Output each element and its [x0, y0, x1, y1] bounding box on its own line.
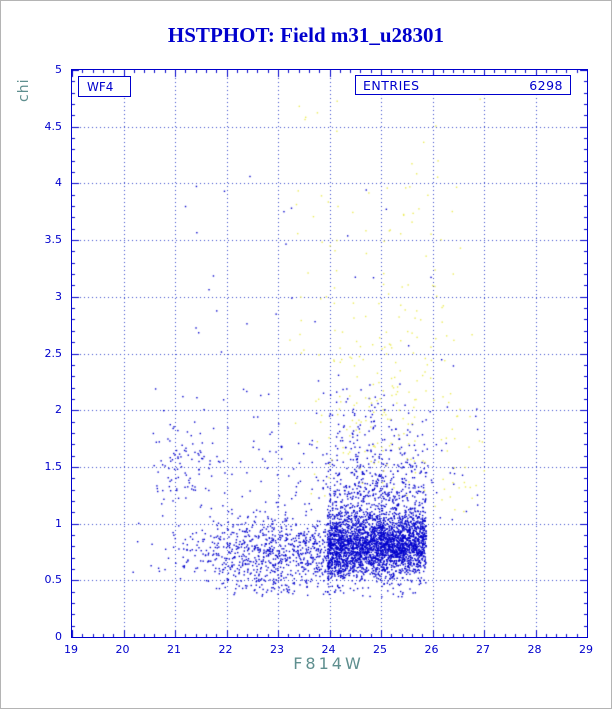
y-tick-label: 4	[55, 176, 62, 190]
y-axis-label: chi	[16, 78, 32, 102]
panel-label-box: WF4	[78, 76, 131, 97]
y-tick-label: 1	[55, 516, 62, 530]
x-tick-label: 28	[527, 643, 542, 656]
scatter-canvas	[72, 70, 587, 637]
y-tick-label: 1.5	[44, 459, 63, 473]
y-tick-label: 3	[55, 289, 62, 303]
y-tick-label: 0	[55, 630, 62, 643]
y-tick-label: 4.5	[44, 119, 63, 133]
x-tick-label: 21	[167, 643, 181, 656]
x-tick-label: 20	[115, 643, 130, 656]
y-tick-label: 2.5	[44, 346, 63, 360]
x-tick-label: 22	[218, 643, 233, 656]
x-tick-label: 19	[64, 643, 78, 656]
x-tick-label: 24	[321, 643, 336, 656]
x-tick-label: 23	[270, 643, 284, 656]
x-tick-label: 26	[424, 643, 439, 656]
x-axis-label: F814W	[293, 654, 364, 673]
plot-title: HSTPHOT: Field m31_u28301	[167, 23, 445, 47]
y-tick-label: 3.5	[44, 233, 63, 247]
x-tick-label: 29	[579, 643, 593, 656]
y-tick-label: 0.5	[44, 573, 63, 587]
entries-label: ENTRIES	[363, 77, 420, 93]
plot-frame: WF4 ENTRIES 6298	[71, 69, 588, 638]
x-tick-label: 27	[476, 643, 490, 656]
x-tick-label: 25	[373, 643, 387, 656]
entries-value: 6298	[529, 77, 563, 93]
y-tick-label: 5	[55, 63, 62, 76]
entries-box: ENTRIES 6298	[355, 75, 571, 95]
y-tick-label: 2	[55, 403, 62, 417]
panel-label: WF4	[87, 79, 114, 94]
